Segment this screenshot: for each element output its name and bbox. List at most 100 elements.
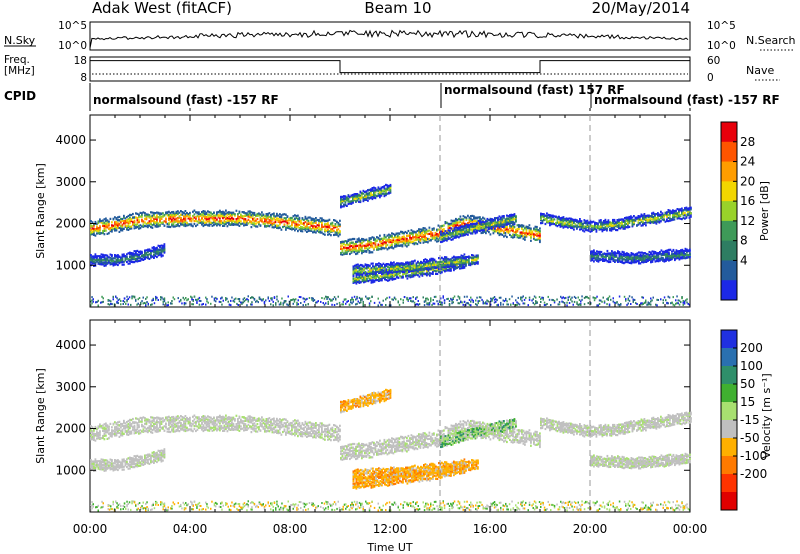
velocity-echoes — [90, 388, 692, 512]
date-title: 20/May/2014 — [592, 0, 690, 17]
power-colorbar-swatch-6 — [721, 240, 737, 261]
power-echo-band-7 — [352, 253, 466, 277]
power-colorbar-swatch-2 — [721, 161, 737, 182]
velocity-echo-band-0 — [90, 414, 341, 443]
freq-tick-bottom: 8 — [80, 72, 87, 84]
power-echo-band-4 — [90, 243, 166, 267]
x-tick-label-2: 08:00 — [273, 522, 308, 536]
y-tick-label-3: 4000 — [55, 338, 86, 352]
velocity-colorbar-tick-label-4: -15 — [740, 413, 760, 427]
x-tick-label-6: 00:00 — [673, 522, 708, 536]
velocity-echo-band-5 — [590, 452, 691, 470]
power-colorbar-tick-label-6: 4 — [740, 253, 748, 267]
velocity-colorbar-swatch-0 — [721, 330, 737, 349]
velocity-colorbar-swatch-8 — [721, 474, 737, 493]
velocity-near-range-clutter — [90, 500, 691, 512]
noise-sky-trace — [89, 29, 689, 49]
power-colorbar-swatch-1 — [721, 141, 737, 163]
velocity-colorbar-swatch-6 — [721, 438, 737, 457]
velocity-colorbar-tick-label-1: 100 — [740, 359, 763, 373]
beam-title: Beam 10 — [364, 0, 431, 17]
y-tick-label-2: 3000 — [55, 380, 86, 394]
velocity-colorbar-swatch-7 — [721, 456, 737, 475]
velocity-colorbar-swatch-9 — [721, 492, 737, 511]
power-colorbar-frame — [720, 121, 738, 301]
power-colorbar-swatch-7 — [721, 260, 737, 281]
velocity-colorbar-swatch-5 — [721, 420, 737, 439]
x-tick-label-1: 04:00 — [173, 522, 208, 536]
y-tick-label-0: 1000 — [55, 463, 86, 477]
noise-tick-right-bottom: 10^0 — [707, 40, 736, 52]
nave-tick-top: 60 — [707, 55, 720, 67]
noise-tick-left-bottom: 10^0 — [58, 40, 87, 52]
power-echo-band-3 — [540, 206, 692, 233]
velocity-colorbar-tick-label-0: 200 — [740, 341, 763, 355]
noise-panel: N.Sky 10^5 10^0 10^5 10^0 N.Search — [4, 20, 796, 52]
power-colorbar-swatch-5 — [721, 220, 737, 242]
freq-label-line1: Freq. — [4, 54, 30, 66]
frequency-trace — [90, 60, 690, 74]
x-tick-label-5: 20:00 — [573, 522, 608, 536]
noise-tick-right-top: 10^5 — [707, 20, 736, 32]
velocity-panel: 1000 2000 3000 4000 Slant Range [km] — [34, 319, 692, 513]
velocity-colorbar: 200 100 50 15 -15 -50 -100 -200 — [720, 329, 767, 511]
x-tick-label-4: 16:00 — [473, 522, 508, 536]
velocity-echo-band-7 — [352, 458, 466, 482]
y-tick-label-3: 4000 — [55, 133, 86, 147]
x-tick-label-3: 12:00 — [373, 522, 408, 536]
velocity-echo-band-4 — [90, 448, 166, 472]
noise-tick-left-top: 10^5 — [58, 20, 87, 32]
velocity-colorbar-swatch-3 — [721, 384, 737, 403]
time-axis: 00:00 04:00 08:00 12:00 16:00 20:00 00:00 — [73, 108, 708, 536]
power-colorbar-swatch-4 — [721, 201, 737, 222]
velocity-echo-band-9 — [440, 418, 517, 449]
power-colorbar-tick-label-1: 24 — [740, 155, 755, 169]
velocity-echo-band-1 — [340, 429, 441, 461]
cpid-label: CPID — [4, 89, 36, 103]
velocity-colorbar-tick-label-6: -100 — [740, 449, 767, 463]
y-tick-label-1: 2000 — [55, 217, 86, 231]
power-echo-band-9 — [440, 213, 517, 244]
time-axis-label: Time UT — [366, 541, 412, 554]
power-panel: 1000 2000 3000 4000 Slant Range [km] — [34, 114, 692, 308]
velocity-echo-band-8 — [340, 388, 392, 414]
power-colorbar-tick-label-2: 20 — [740, 174, 755, 188]
velocity-ylabel: Slant Range [km] — [34, 368, 47, 464]
nave-tick-bottom: 0 — [707, 72, 714, 84]
power-colorbar: 28 24 20 16 12 8 4 — [720, 121, 755, 301]
radar-title: Adak West (fitACF) — [92, 0, 232, 17]
power-colorbar-swatch-8 — [721, 280, 737, 301]
cpid-segment-2: normalsound (fast) 157 RF — [444, 83, 625, 97]
power-axes: 1000 2000 3000 4000 — [55, 115, 691, 307]
velocity-colorbar-swatch-1 — [721, 348, 737, 367]
power-colorbar-tick-label-4: 12 — [740, 214, 755, 228]
freq-tick-top: 18 — [74, 55, 87, 67]
x-tick-label-0: 00:00 — [73, 522, 108, 536]
y-tick-label-2: 3000 — [55, 175, 86, 189]
cpid-segment-3: normalsound (fast) -157 RF — [594, 93, 780, 107]
power-near-range-clutter — [90, 295, 691, 307]
power-colorbar-label: Power [dB] — [758, 181, 771, 241]
power-colorbar-swatch-3 — [721, 181, 737, 202]
velocity-colorbar-swatch-2 — [721, 366, 737, 385]
cpid-strip: CPID normalsound (fast) -157 RF normalso… — [4, 83, 780, 108]
power-echoes — [90, 183, 692, 307]
frequency-panel: Freq. [MHz] 18 8 60 0 Nave — [4, 54, 780, 84]
power-colorbar-tick-label-0: 28 — [740, 135, 755, 149]
freq-label-line2: [MHz] — [4, 65, 35, 77]
velocity-colorbar-label: Velocity [m s⁻¹] — [760, 373, 773, 458]
velocity-colorbar-tick-label-3: 15 — [740, 395, 755, 409]
velocity-colorbar-tick-label-7: -200 — [740, 467, 767, 481]
velocity-echo-band-3 — [540, 411, 692, 438]
noise-search-label: N.Search — [746, 34, 796, 47]
power-ylabel: Slant Range [km] — [34, 163, 47, 259]
power-colorbar-tick-label-3: 16 — [740, 194, 755, 208]
y-tick-label-0: 1000 — [55, 258, 86, 272]
velocity-colorbar-tick-label-2: 50 — [740, 377, 755, 391]
cpid-segment-1: normalsound (fast) -157 RF — [93, 93, 279, 107]
power-echo-band-5 — [590, 247, 691, 265]
y-tick-label-1: 2000 — [55, 422, 86, 436]
velocity-colorbar-swatch-4 — [721, 402, 737, 421]
